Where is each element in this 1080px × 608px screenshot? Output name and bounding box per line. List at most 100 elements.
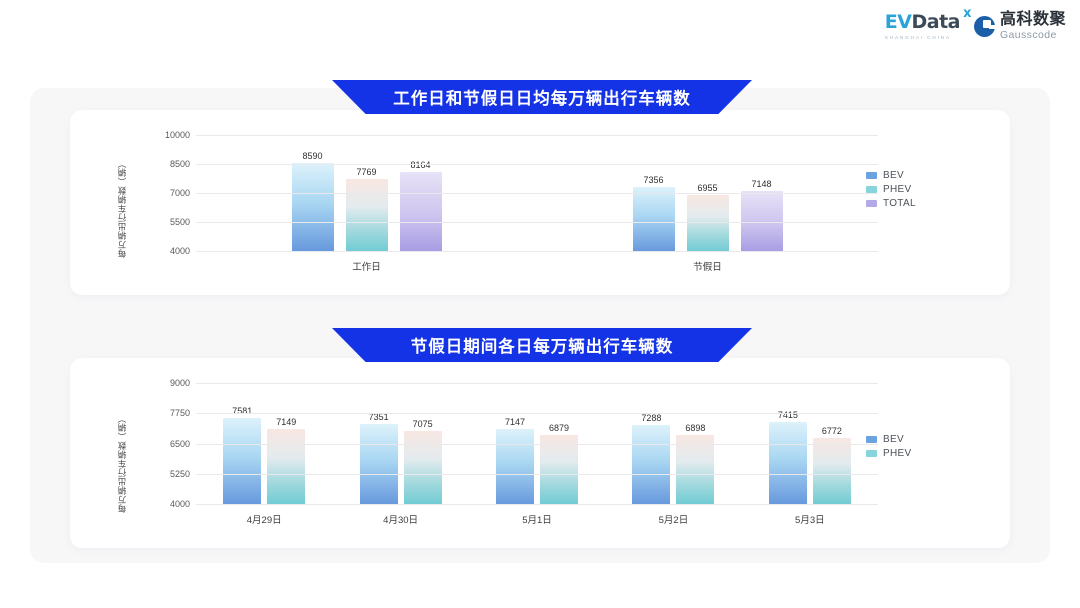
bar-value-label: 7148: [751, 179, 772, 190]
chart-2-yaxis-title: 每万辆出行车辆数（辆）: [117, 414, 127, 513]
chart-2-ytick-label: 4000: [169, 499, 190, 509]
chart-2-gridline: 7750: [170, 408, 878, 418]
bar-bev[interactable]: 7288: [632, 384, 671, 505]
bar-phev[interactable]: 6955: [686, 136, 729, 252]
bar-rect: [632, 187, 675, 252]
chart-2-xaxis-label: 5月1日: [522, 515, 552, 526]
evdata-logo: EVData x shanghai china: [884, 7, 972, 40]
chart-2-ytick-label: 7750: [169, 408, 190, 419]
bar-phev[interactable]: 6879: [540, 384, 579, 505]
bar-phev[interactable]: 6898: [676, 384, 715, 505]
bar-bev[interactable]: 7147: [496, 384, 535, 505]
bar-rect: [345, 179, 388, 252]
bar-phev[interactable]: 6772: [812, 384, 851, 505]
chart-1-gridline: 7000: [170, 188, 878, 198]
bar-value-label: 7149: [276, 416, 297, 427]
legend-swatch-icon: [866, 172, 877, 179]
legend-swatch-icon: [866, 200, 877, 207]
gausscode-logo-en: Gausscode: [999, 29, 1057, 41]
chart-1-plot-area: 8590 7769 8164 工作日 7356 6955 7148 节假日 10000 8500…: [165, 130, 878, 273]
bar-rect: [632, 425, 671, 505]
chart-1-ytick-label: 7000: [169, 188, 190, 198]
chart-2-xaxis-label: 4月29日: [246, 515, 282, 526]
evdata-logo-wordmark: EVData x: [885, 7, 972, 33]
bar-value-label: 7351: [368, 411, 389, 422]
bar-rect: [676, 434, 715, 505]
legend-label: BEV: [883, 434, 904, 445]
chart-1-xaxis-label: 节假日: [693, 262, 722, 273]
bar-value-label: 7415: [777, 410, 798, 421]
bar-value-label: 6955: [697, 182, 718, 193]
chart-1-ytick-label: 10000: [164, 130, 190, 140]
bar-bev[interactable]: 8590: [291, 136, 334, 252]
bar-phev[interactable]: 7769: [345, 136, 388, 252]
legend-item-bev[interactable]: BEV: [866, 434, 911, 445]
evdata-logo-tagline: shanghai china: [884, 34, 951, 40]
bar-bev[interactable]: 7415: [768, 384, 807, 505]
chart-1-xaxis-label: 工作日: [352, 262, 381, 273]
bar-rect: [359, 423, 398, 505]
chart-2-group: 7581 7149 4月29日: [196, 384, 332, 526]
bar-value-label: 7769: [356, 167, 377, 178]
legend-swatch-icon: [866, 450, 877, 457]
chart-1-gridline: 4000: [170, 246, 878, 256]
legend-item-phev[interactable]: PHEV: [866, 448, 911, 459]
chart-1-gridline: 8500: [170, 159, 878, 169]
legend-label: PHEV: [883, 448, 912, 459]
chart-2-group: 7415 6772 5月3日: [742, 384, 878, 526]
bar-value-label: 8590: [302, 151, 323, 162]
legend-item-total[interactable]: TOTAL: [866, 198, 916, 209]
chart-card-1: [70, 110, 1010, 295]
evdata-logo-x-mark: x: [963, 5, 971, 21]
bar-rect: [267, 428, 306, 505]
bar-bev[interactable]: 7581: [223, 384, 262, 505]
legend-label: BEV: [883, 170, 904, 181]
bar-phev[interactable]: 7075: [403, 384, 442, 505]
legend-item-phev[interactable]: PHEV: [866, 184, 916, 195]
legend-item-bev[interactable]: BEV: [866, 170, 916, 181]
chart-1-group: 8590 7769 8164 工作日: [196, 136, 537, 273]
bar-group: 7415 6772: [742, 384, 878, 505]
chart-2-group: 7147 6879 5月1日: [469, 384, 605, 526]
bar-group: 7356 6955 7148: [537, 136, 878, 252]
bar-phev[interactable]: 7149: [267, 384, 306, 505]
chart-2-gridline: 6500: [170, 439, 878, 449]
gausscode-logo: 高科数聚 Gausscode: [973, 12, 1066, 41]
legend-swatch-icon: [866, 436, 877, 443]
chart-2-ytick-label: 5250: [169, 468, 190, 479]
chart-2-plot-area: 7581 7149 4月29日 7351 7075 4月30日 7147 6879 5月1日 72…: [170, 378, 878, 526]
bar-rect: [768, 422, 807, 505]
chart-2-ytick-label: 9000: [169, 378, 190, 388]
chart-1-groups: 8590 7769 8164 工作日 7356 6955 7148 节假日: [196, 136, 878, 273]
bar-total[interactable]: 7148: [740, 136, 783, 252]
bar-group: 7147 6879: [469, 384, 605, 505]
chart-1-title-banner: 工作日和节假日日均每万辆出行车辆数: [332, 80, 752, 114]
bar-rect: [291, 163, 334, 252]
chart-2-group: 7288 6898 5月2日: [605, 384, 741, 526]
chart-2: 每万辆出行车辆数（辆） 7581 7149 4月29日 7351 7075 4月30日 71…: [117, 376, 878, 531]
chart-2-xaxis-label: 4月30日: [383, 515, 419, 526]
bar-value-label: 7147: [505, 416, 526, 427]
legend-label: PHEV: [883, 184, 912, 195]
chart-2-gridline: 5250: [170, 469, 878, 479]
gausscode-logo-text: 高科数聚 Gausscode: [1000, 12, 1066, 41]
bar-value-label: 7581: [232, 406, 253, 417]
gausscode-logo-cn: 高科数聚: [999, 11, 1066, 28]
chart-2-gridline: 4000: [170, 499, 878, 509]
bar-total[interactable]: 8164: [399, 136, 442, 252]
bar-rect: [540, 435, 579, 505]
evdata-logo-data: Data: [911, 10, 960, 33]
chart-2-xaxis-label: 5月3日: [795, 515, 825, 526]
legend-swatch-icon: [866, 186, 877, 193]
bar-value-label: 7356: [643, 175, 664, 186]
bar-rect: [223, 418, 262, 505]
chart-1-gridline: 10000: [165, 130, 878, 140]
bar-group: 7288 6898: [605, 384, 741, 505]
bar-group: 7581 7149: [196, 384, 332, 505]
bar-bev[interactable]: 7356: [632, 136, 675, 252]
bar-bev[interactable]: 7351: [359, 384, 398, 505]
chart-1-ytick-label: 4000: [169, 246, 190, 256]
chart-1-legend: BEV PHEV TOTAL: [866, 170, 916, 209]
legend-label: TOTAL: [883, 198, 916, 209]
chart-2-title-banner: 节假日期间各日每万辆出行车辆数: [332, 328, 752, 362]
